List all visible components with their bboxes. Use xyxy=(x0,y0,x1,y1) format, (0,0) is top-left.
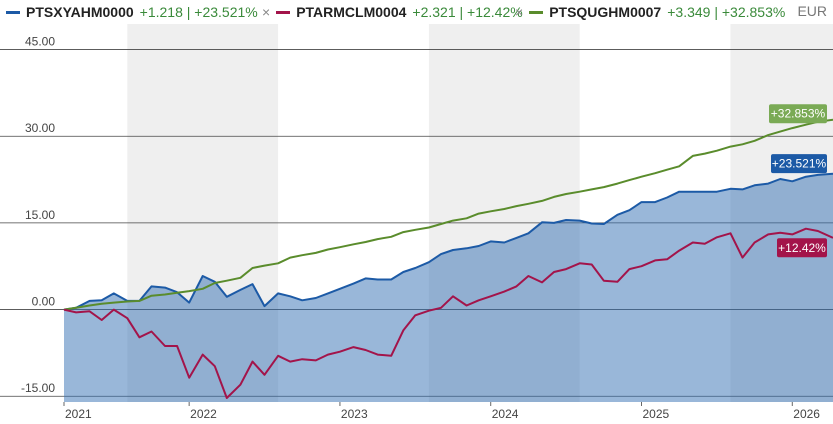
x-tick-label: 2026 xyxy=(793,407,820,421)
chart: 45.00 30.00 15.00 0.00 -15.00 2021 2022 2023 202… xyxy=(0,24,833,421)
y-tick-label: -15.00 xyxy=(21,381,55,395)
end-value-label: +32.853% xyxy=(771,107,826,121)
x-tick-label: 2022 xyxy=(190,407,217,421)
legend-series-stats: +2.321 | +12.42% xyxy=(412,4,523,20)
legend-item-ptsqughm0007[interactable]: × PTSQUGHM0007 +3.349 | +32.853% xyxy=(515,3,785,21)
end-label-badge xyxy=(769,104,827,124)
y-tick-label: 30.00 xyxy=(25,121,55,135)
end-value-label: +12.42% xyxy=(778,241,826,255)
legend-series-name: PTSQUGHM0007 xyxy=(549,4,662,20)
remove-series-icon[interactable]: × xyxy=(262,4,271,20)
y-tick-label: 15.00 xyxy=(25,208,55,222)
y-tick-label: 0.00 xyxy=(32,295,56,309)
x-tick-label: 2023 xyxy=(341,407,368,421)
series-line-ptsqughm0007 xyxy=(63,118,833,311)
legend: PTSXYAHM0000 +1.218 | +23.521% × PTARMCLM00… xyxy=(0,0,833,24)
x-tick-label: 2025 xyxy=(643,407,670,421)
legend-series-name: PTSXYAHM0000 xyxy=(26,4,134,20)
end-label-badge xyxy=(771,154,827,174)
currency-selector[interactable]: EUR xyxy=(797,3,827,19)
legend-item-ptarmclm0004[interactable]: × PTARMCLM0004 +2.321 | +12.42% xyxy=(262,3,523,21)
x-tick-label: 2021 xyxy=(65,407,92,421)
end-value-label: +23.521% xyxy=(772,157,827,171)
legend-series-stats: +3.349 | +32.853% xyxy=(667,4,786,20)
legend-item-ptsxyahm0000[interactable]: PTSXYAHM0000 +1.218 | +23.521% xyxy=(6,3,258,21)
series-swatch xyxy=(529,10,544,14)
series-area-ptsxyahm0000 xyxy=(64,173,833,402)
legend-series-name: PTARMCLM0004 xyxy=(296,4,407,20)
series-line-ptsxyahm0000 xyxy=(63,172,833,311)
end-label-badge xyxy=(777,238,827,258)
series-swatch xyxy=(6,10,20,14)
legend-series-stats: +1.218 | +23.521% xyxy=(139,4,258,20)
y-tick-label: 45.00 xyxy=(25,35,55,49)
series-line-ptarmclm0004 xyxy=(63,227,833,399)
remove-series-icon[interactable]: × xyxy=(515,4,524,20)
x-tick-label: 2024 xyxy=(492,407,519,421)
series-swatch xyxy=(276,10,291,14)
